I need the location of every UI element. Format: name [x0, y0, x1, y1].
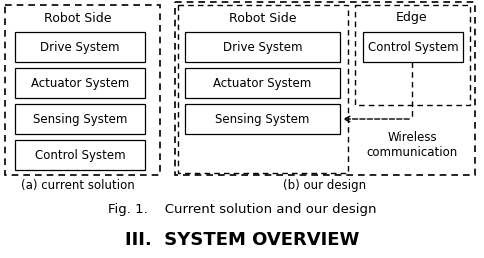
Text: Drive System: Drive System — [223, 41, 302, 53]
Text: Sensing System: Sensing System — [33, 112, 127, 125]
Bar — [185, 68, 340, 98]
Bar — [185, 104, 340, 134]
Bar — [185, 32, 340, 62]
Bar — [175, 2, 475, 175]
Text: Control System: Control System — [368, 41, 458, 53]
Text: Wireless
communication: Wireless communication — [366, 131, 458, 159]
Bar — [355, 5, 470, 105]
Bar — [15, 68, 145, 98]
Text: III.  SYSTEM OVERVIEW: III. SYSTEM OVERVIEW — [125, 231, 359, 249]
Bar — [5, 5, 160, 175]
Text: Control System: Control System — [35, 149, 125, 162]
Bar — [363, 32, 463, 62]
Text: Sensing System: Sensing System — [215, 112, 310, 125]
Text: Edge: Edge — [396, 12, 428, 25]
Text: Fig. 1.    Current solution and our design: Fig. 1. Current solution and our design — [108, 204, 376, 216]
Text: Robot Side: Robot Side — [44, 12, 112, 25]
Bar — [178, 5, 348, 173]
Bar — [15, 140, 145, 170]
Text: Robot Side: Robot Side — [229, 12, 297, 25]
Text: (b) our design: (b) our design — [284, 179, 366, 191]
Text: Drive System: Drive System — [40, 41, 120, 53]
Bar — [15, 104, 145, 134]
Text: Actuator System: Actuator System — [213, 77, 312, 90]
Bar — [15, 32, 145, 62]
Text: Actuator System: Actuator System — [31, 77, 129, 90]
Text: (a) current solution: (a) current solution — [21, 179, 135, 191]
